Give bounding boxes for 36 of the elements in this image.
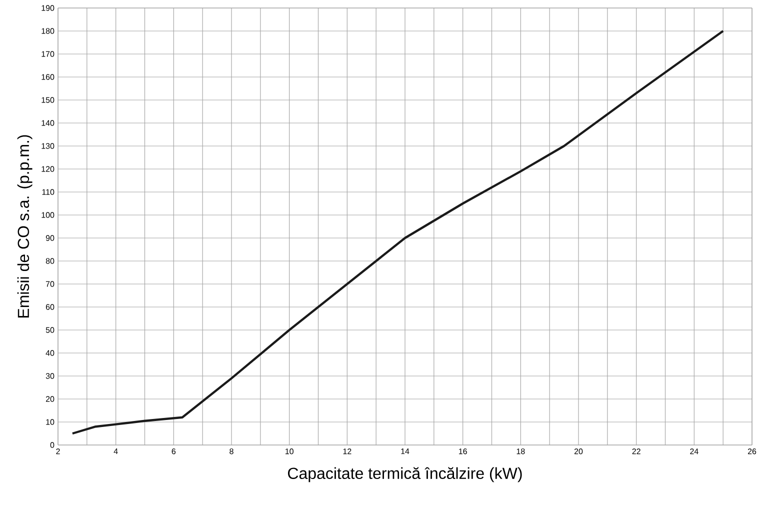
y-tick-label: 10 xyxy=(46,419,54,425)
y-tick-label: 180 xyxy=(42,28,54,34)
x-tick-label: 26 xyxy=(748,448,756,454)
y-tick-label: 150 xyxy=(42,97,54,103)
y-tick-label: 100 xyxy=(42,212,54,218)
y-tick-label: 20 xyxy=(46,396,54,402)
x-tick-label: 10 xyxy=(286,448,294,454)
y-tick-label: 190 xyxy=(42,5,54,11)
y-tick-label: 140 xyxy=(42,120,54,126)
y-tick-label: 80 xyxy=(46,258,54,264)
y-tick-label: 40 xyxy=(46,350,54,356)
y-tick-label: 0 xyxy=(50,442,54,448)
y-tick-label: 110 xyxy=(42,189,54,195)
y-tick-label: 70 xyxy=(46,281,54,287)
x-axis-title: Capacitate termică încălzire (kW) xyxy=(288,467,522,482)
y-tick-label: 50 xyxy=(46,327,54,333)
x-tick-label: 18 xyxy=(516,448,525,454)
y-tick-label: 130 xyxy=(42,143,54,149)
y-tick-label: 60 xyxy=(46,304,54,310)
y-axis-title: Emisii de CO s.a. (p.p.m.) xyxy=(17,135,32,318)
y-tick-label: 160 xyxy=(42,74,54,80)
line-series xyxy=(71,30,724,435)
y-tick-label: 170 xyxy=(42,51,54,57)
x-tick-label: 16 xyxy=(459,448,467,454)
x-tick-label: 14 xyxy=(401,448,410,454)
x-tick-label: 22 xyxy=(632,448,640,454)
x-tick-label: 12 xyxy=(343,448,352,454)
y-tick-label: 90 xyxy=(46,235,54,241)
x-tick-label: 6 xyxy=(172,448,176,454)
x-tick-label: 8 xyxy=(230,448,234,454)
x-tick-label: 24 xyxy=(690,448,698,454)
x-tick-label: 4 xyxy=(114,448,118,454)
y-tick-label: 120 xyxy=(42,166,54,172)
x-tick-label: 20 xyxy=(574,448,583,454)
x-tick-label: 2 xyxy=(56,448,60,454)
y-tick-label: 30 xyxy=(46,373,54,379)
